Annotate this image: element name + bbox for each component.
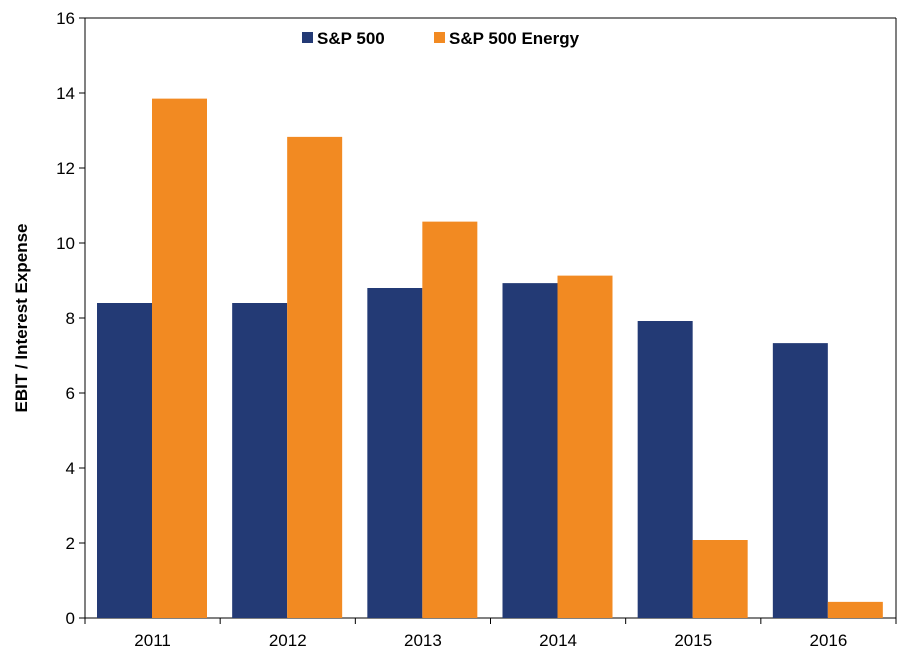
x-tick-label: 2016 <box>810 631 848 650</box>
bar-sp500-energy-2012 <box>287 136 343 618</box>
y-tick-label: 10 <box>56 234 75 253</box>
y-tick-label: 14 <box>56 84 75 103</box>
bar-sp500-2013 <box>367 288 423 618</box>
bar-sp500-energy-2014 <box>557 275 613 618</box>
bar-sp500-2014 <box>502 283 558 618</box>
x-ticks: 2011 2012 2013 2014 2015 2016 <box>84 618 897 650</box>
y-tick-label: 8 <box>66 309 75 328</box>
bar-sp500-2016 <box>772 343 828 618</box>
x-tick-label: 2014 <box>539 631 577 650</box>
y-tick-label: 2 <box>66 534 75 553</box>
y-tick-label: 0 <box>66 609 75 628</box>
y-ticks: 0 2 4 6 8 10 12 14 16 <box>56 9 85 628</box>
y-tick-label: 12 <box>56 159 75 178</box>
y-tick-label: 6 <box>66 384 75 403</box>
y-axis-title: EBIT / Interest Expense <box>12 224 31 413</box>
bar-sp500-2015 <box>637 321 693 618</box>
x-tick-label: 2012 <box>269 631 307 650</box>
legend-label: S&P 500 Energy <box>449 29 580 48</box>
legend: S&P 500 S&P 500 Energy <box>302 29 580 48</box>
bar-sp500-energy-2013 <box>422 221 478 618</box>
y-tick-label: 16 <box>56 9 75 28</box>
x-tick-label: 2011 <box>134 631 171 650</box>
legend-swatch <box>434 32 445 43</box>
bar-sp500-energy-2016 <box>827 601 883 618</box>
bar-sp500-energy-2015 <box>692 540 748 618</box>
x-tick-label: 2013 <box>404 631 442 650</box>
legend-label: S&P 500 <box>317 29 385 48</box>
bar-sp500-2011 <box>97 303 152 618</box>
bar-sp500-2012 <box>232 303 288 618</box>
y-tick-label: 4 <box>66 459 75 478</box>
x-tick-label: 2015 <box>674 631 712 650</box>
legend-swatch <box>302 32 313 43</box>
bars <box>97 98 883 618</box>
bar-sp500-energy-2011 <box>152 98 207 618</box>
